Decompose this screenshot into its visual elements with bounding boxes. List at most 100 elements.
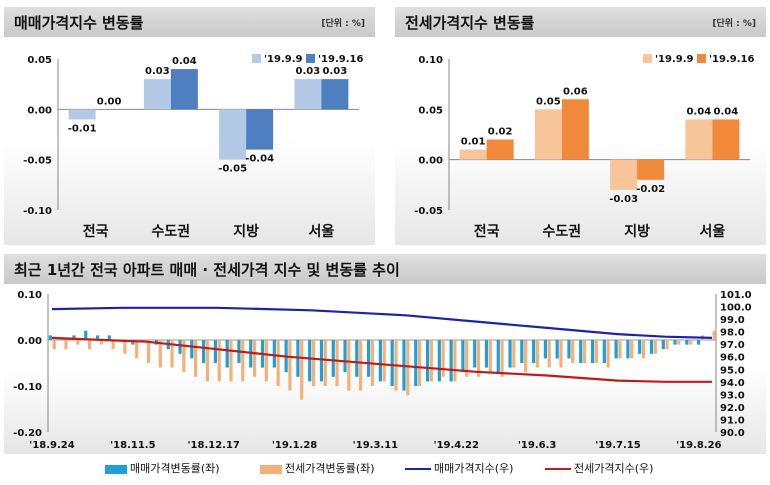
trend-legend-swatch <box>405 468 431 470</box>
sale-value-label: -0.01 <box>68 123 97 134</box>
trend-right-tick-label: 92.0 <box>720 403 745 414</box>
sale-change-header: 매매가격지수 변동률 [단위 : %] <box>4 7 375 37</box>
jeonse-change-title: 전세가격지수 변동률 <box>405 14 535 32</box>
trend-jeonse-change-bar <box>689 340 693 345</box>
jeonse-category-label: 서울 <box>699 223 725 240</box>
trend-right-tick-label: 98.0 <box>720 328 745 339</box>
sale-bar <box>246 109 274 150</box>
trend-jeonse-change-bar <box>217 340 221 382</box>
trend-jeonse-change-bar <box>559 340 563 368</box>
trend-jeonse-change-bar <box>582 340 587 363</box>
trend-jeonse-change-bar <box>641 340 646 359</box>
jeonse-legend-label: '19.9.16 <box>709 54 754 65</box>
sale-category-label: 전국 <box>83 223 109 240</box>
jeonse-value-label: 0.06 <box>563 86 588 97</box>
trend-jeonse-change-bar <box>158 340 162 368</box>
jeonse-change-chart: 0.100.050.00-0.05전국0.010.02수도권0.050.06지방… <box>414 54 754 240</box>
trend-sale-change-bar <box>661 340 665 350</box>
trend-sale-change-bar <box>508 340 512 368</box>
trend-jeonse-index-line <box>51 336 712 383</box>
trend-sale-change-bar <box>543 340 547 359</box>
sale-bar <box>68 109 96 120</box>
trend-jeonse-change-bar <box>76 340 80 345</box>
trend-jeonse-change-bar <box>677 340 681 345</box>
sale-value-label: 0.00 <box>97 96 122 107</box>
trend-jeonse-change-bar <box>512 340 516 368</box>
trend-x-tick-label: '19.1.28 <box>272 440 317 451</box>
trend-right-tick-label: 94.0 <box>720 378 745 389</box>
trend-jeonse-change-bar <box>194 340 198 377</box>
trend-panel: 최근 1년간 전국 아파트 매매 · 전세가격 지수 및 변동률 추이 0.10… <box>4 254 766 454</box>
trend-right-tick-label: 96.0 <box>720 353 745 364</box>
trend-left-tick-label: 0.00 <box>17 336 42 347</box>
trend-sale-change-bar <box>649 340 654 354</box>
jeonse-category-label: 지방 <box>624 223 650 240</box>
trend-sale-change-bar <box>626 340 630 359</box>
trend-jeonse-change-bar <box>382 340 386 382</box>
trend-jeonse-change-bar <box>653 340 657 354</box>
trend-right-tick-label: 100.0 <box>720 303 752 314</box>
trend-sale-change-bar <box>520 340 524 363</box>
jeonse-value-label: 0.04 <box>687 106 712 117</box>
trend-x-tick-label: '19.3.11 <box>353 440 398 451</box>
trend-legend-label: 매매가격변동률(좌) <box>130 462 220 475</box>
trend-sale-change-bar <box>48 335 52 340</box>
trend-sale-change-bar <box>355 340 359 377</box>
trend-jeonse-change-bar <box>87 340 92 350</box>
trend-jeonse-change-bar <box>547 340 551 368</box>
trend-jeonse-change-bar <box>665 340 669 350</box>
trend-legend-swatch <box>545 468 571 470</box>
trend-jeonse-change-bar <box>606 340 610 368</box>
jeonse-value-label: 0.01 <box>461 137 486 148</box>
trend-legend-label: 매매가격지수(우) <box>434 462 514 475</box>
jeonse-bar <box>459 149 487 160</box>
trend-sale-change-bar <box>202 340 206 363</box>
trend-sale-change-bar <box>590 340 595 363</box>
trend-jeonse-change-bar <box>524 340 528 373</box>
trend-sale-change-bar <box>378 340 382 382</box>
jeonse-ytick-label: 0.00 <box>418 156 443 167</box>
trend-jeonse-change-bar <box>288 340 292 391</box>
trend-jeonse-change-bar <box>476 340 481 377</box>
sale-change-unit: [단위 : %] <box>321 19 365 29</box>
trend-sale-change-bar <box>367 340 371 377</box>
trend-sale-change-bar <box>178 340 182 354</box>
trend-jeonse-change-bar <box>205 340 210 382</box>
trend-sale-change-bar <box>190 340 194 359</box>
trend-jeonse-change-bar <box>252 340 257 377</box>
sale-value-label: 0.03 <box>296 66 321 77</box>
sale-category-label: 서울 <box>308 223 334 240</box>
trend-left-tick-label: 0.10 <box>17 290 42 301</box>
trend-chart: 0.10 0.00 -0.10 -0.20 101.0 100.099.0 98.097.0… <box>13 290 752 451</box>
trend-jeonse-change-bar <box>712 330 716 340</box>
trend-jeonse-change-bar <box>264 340 268 382</box>
trend-x-tick-label: '19.8.26 <box>676 440 721 451</box>
sale-change-chart: 0.050.00-0.05-0.10전국-0.010.00수도권0.030.04… <box>23 54 363 240</box>
sale-ytick-label: 0.05 <box>27 55 52 66</box>
trend-legend-item: 매매가격지수(우) <box>405 460 513 476</box>
sale-ytick-label: 0.00 <box>27 105 52 116</box>
trend-sale-change-bar <box>343 340 347 373</box>
trend-jeonse-change-bar <box>52 340 56 350</box>
trend-jeonse-change-bar <box>441 340 445 377</box>
trend-jeonse-change-bar <box>229 340 233 382</box>
sale-ytick-label: -0.10 <box>23 206 52 217</box>
trend-header: 최근 1년간 전국 아파트 매매 · 전세가격 지수 및 변동률 추이 <box>4 254 766 284</box>
trend-jeonse-change-bar <box>64 340 68 350</box>
trend-sale-change-bar <box>685 340 689 345</box>
trend-x-tick-label: '18.9.24 <box>29 440 74 451</box>
trend-sale-change-bar <box>414 340 418 386</box>
jeonse-change-header: 전세가격지수 변동률 [단위 : %] <box>395 7 766 37</box>
trend-jeonse-change-bar <box>146 340 151 363</box>
trend-sale-change-bar <box>449 340 453 382</box>
trend-left-tick-label: -0.10 <box>13 382 42 393</box>
trend-legend-item: 전세가격변동률(좌) <box>260 460 375 476</box>
trend-jeonse-change-bar <box>123 340 127 354</box>
jeonse-change-panel: 전세가격지수 변동률 [단위 : %] 0.10 0.05 0.00 -0.05 전국 0… <box>395 7 766 245</box>
trend-sale-change-bar <box>614 340 618 359</box>
trend-sale-change-bar <box>484 340 489 368</box>
sale-bar <box>219 109 247 160</box>
trend-sale-change-bar <box>697 340 701 345</box>
sale-legend-label: '19.9.16 <box>318 54 363 65</box>
trend-legend-swatch <box>260 464 282 474</box>
